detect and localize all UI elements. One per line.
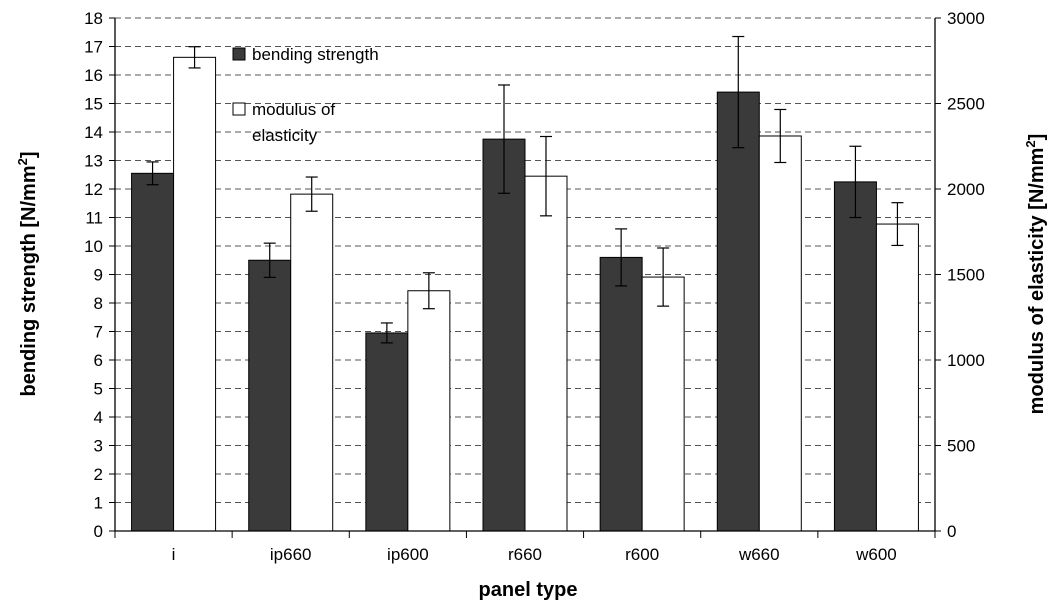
y2-axis-title: modulus of elasticity [N/mm2] xyxy=(1023,134,1048,415)
bar-bending-strength-w600 xyxy=(833,181,877,532)
y2-tick-label: 1500 xyxy=(947,266,985,285)
y-tick-label: 10 xyxy=(84,237,103,256)
bar-modulus-of-elasticity-ip600 xyxy=(407,290,451,532)
y2-tick-label: 500 xyxy=(947,437,975,456)
y2-axis-title-main: modulus of elasticity [N/mm xyxy=(1026,148,1048,415)
legend-swatch-modulus-of-elasticity xyxy=(232,102,246,116)
bar-modulus-of-elasticity-w600 xyxy=(875,223,919,532)
y2-tick-label: 2000 xyxy=(947,180,985,199)
tick-labels: 0123456789101112131415161718050010001500… xyxy=(84,9,985,564)
x-tick-label-r660: r660 xyxy=(508,545,542,564)
y-tick-label: 13 xyxy=(84,152,103,171)
y-axis-title-end: ] xyxy=(18,151,40,158)
bar-bending-strength-ip600 xyxy=(365,332,409,532)
y-tick-label: 6 xyxy=(94,351,103,370)
bar-bending-strength-r600 xyxy=(599,256,643,532)
y-tick-label: 2 xyxy=(94,465,103,484)
x-tick-label-r600: r600 xyxy=(625,545,659,564)
legend: bending strength modulus of elasticity xyxy=(232,45,379,145)
y-tick-label: 5 xyxy=(94,380,103,399)
y-axis-title-main: bending strength [N/mm xyxy=(18,165,40,396)
y-tick-label: 3 xyxy=(94,437,103,456)
bar-bending-strength-w660 xyxy=(716,91,760,532)
y2-tick-label: 2500 xyxy=(947,95,985,114)
y-tick-label: 9 xyxy=(94,266,103,285)
y2-tick-label: 3000 xyxy=(947,9,985,28)
bars xyxy=(131,56,919,532)
y-tick-label: 8 xyxy=(94,294,103,313)
y-tick-label: 4 xyxy=(94,408,103,427)
y2-tick-label: 0 xyxy=(947,522,956,541)
y-tick-label: 17 xyxy=(84,38,103,57)
bar-bending-strength-r660 xyxy=(482,138,526,532)
y-tick-label: 12 xyxy=(84,180,103,199)
bar-modulus-of-elasticity-i xyxy=(173,56,217,532)
y-tick-label: 15 xyxy=(84,95,103,114)
legend-swatch-bending-strength xyxy=(232,47,246,61)
bar-bending-strength-ip660 xyxy=(248,259,292,532)
x-tick-label-w600: w600 xyxy=(855,545,897,564)
y2-tick-label: 1000 xyxy=(947,351,985,370)
bar-modulus-of-elasticity-w660 xyxy=(758,135,802,532)
y2-axis-title-sup: 2 xyxy=(1023,140,1038,147)
error-bars xyxy=(146,35,904,344)
y-tick-label: 16 xyxy=(84,66,103,85)
y-axis-title: bending strength [N/mm2] xyxy=(15,151,40,396)
y-tick-label: 18 xyxy=(84,9,103,28)
x-tick-label-ip660: ip660 xyxy=(270,545,312,564)
y-tick-label: 14 xyxy=(84,123,103,142)
bar-modulus-of-elasticity-r660 xyxy=(524,175,568,532)
x-tick-label-i: i xyxy=(172,545,176,564)
y2-axis-title-end: ] xyxy=(1026,134,1048,141)
y-tick-label: 0 xyxy=(94,522,103,541)
legend-label-bending-strength: bending strength xyxy=(252,45,379,64)
bar-modulus-of-elasticity-ip660 xyxy=(290,193,334,532)
x-tick-label-ip600: ip600 xyxy=(387,545,429,564)
y-axis-title-sup: 2 xyxy=(15,158,30,165)
axes xyxy=(109,17,941,538)
legend-label-modulus-of-elasticity: modulus of elasticity xyxy=(252,100,340,145)
y-tick-label: 1 xyxy=(94,494,103,513)
x-axis-title: panel type xyxy=(479,579,578,601)
y-tick-label: 7 xyxy=(94,323,103,342)
legend-label-modulus-line-2: elasticity xyxy=(252,126,318,145)
x-tick-label-w660: w660 xyxy=(738,545,780,564)
bar-modulus-of-elasticity-r600 xyxy=(641,276,685,532)
legend-label-modulus-line-1: modulus of xyxy=(252,100,335,119)
bar-bending-strength-i xyxy=(131,172,175,532)
y-tick-label: 11 xyxy=(85,209,103,228)
